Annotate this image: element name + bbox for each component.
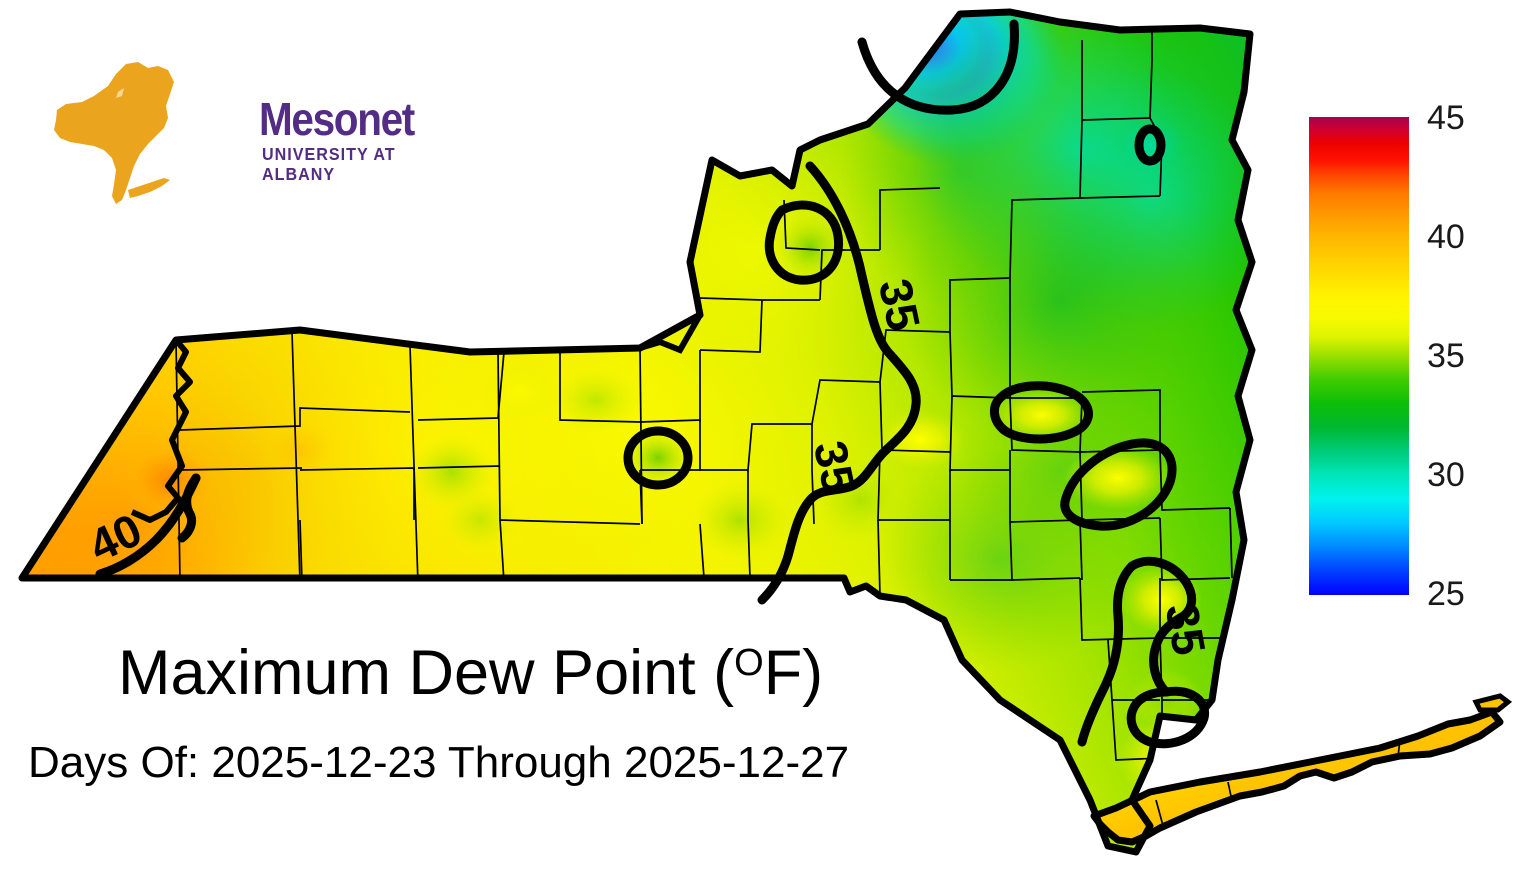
lake-ontario-shoreline bbox=[639, 313, 703, 354]
colorbar-tick-40: 40 bbox=[1427, 218, 1465, 256]
colorbar-tick-45: 45 bbox=[1427, 99, 1465, 137]
colorbar[interactable]: 45 40 35 30 25 bbox=[1309, 101, 1509, 611]
contour-35-capital-loop bbox=[1060, 438, 1177, 531]
contour-30-clinton-loop bbox=[1134, 124, 1166, 166]
long-island-outline bbox=[1090, 708, 1504, 846]
contour-30-north bbox=[857, 19, 1019, 115]
contour-lines bbox=[95, 19, 1210, 749]
new-york-state-outline bbox=[18, 8, 1256, 856]
contour-35-hudson-loop bbox=[1126, 686, 1210, 749]
contour-label-35-b: 35 bbox=[804, 436, 866, 497]
fishers-island-outline bbox=[1472, 693, 1513, 713]
contour-35-hudson-west bbox=[1077, 561, 1137, 747]
contour-40-southwest-b bbox=[177, 473, 201, 543]
colorbar-tick-25: 25 bbox=[1427, 575, 1465, 613]
contour-35-main bbox=[757, 161, 921, 605]
contour-35-cortland-loop bbox=[623, 426, 693, 490]
colorbar-gradient[interactable] bbox=[1309, 117, 1409, 595]
logo-wordmark: NYS Mesonet UNIVERSITY AT ALBANY bbox=[174, 93, 424, 184]
page-title: Maximum Dew Point (OF) bbox=[118, 628, 823, 708]
logo-university-text: UNIVERSITY AT ALBANY bbox=[262, 144, 396, 184]
nys-mesonet-logo[interactable]: NYS Mesonet UNIVERSITY AT ALBANY bbox=[52, 58, 422, 213]
logo-nys-text: NYS bbox=[174, 93, 254, 145]
page-title-tail: F) bbox=[763, 638, 824, 708]
logo-mesonet-text: Mesonet bbox=[259, 93, 415, 145]
lake-erie-shoreline bbox=[130, 338, 193, 523]
contour-35-hudson-upper bbox=[1127, 556, 1197, 697]
date-range-subtitle: Days Of: 2025-12-23 Through 2025-12-27 bbox=[28, 738, 850, 787]
colorbar-tick-35: 35 bbox=[1427, 337, 1465, 375]
county-boundaries bbox=[175, 32, 1233, 761]
contour-35-oswego-loop bbox=[764, 200, 844, 285]
colorbar-tick-30: 30 bbox=[1427, 456, 1465, 494]
new-york-state-logo-icon bbox=[54, 62, 174, 204]
degree-superscript: O bbox=[734, 642, 764, 684]
contour-label-35-a: 35 bbox=[869, 274, 931, 335]
page-title-text: Maximum Dew Point ( bbox=[118, 638, 735, 708]
contour-label-35-c: 35 bbox=[1156, 600, 1216, 659]
contour-35-mohawk-loop bbox=[990, 381, 1093, 444]
